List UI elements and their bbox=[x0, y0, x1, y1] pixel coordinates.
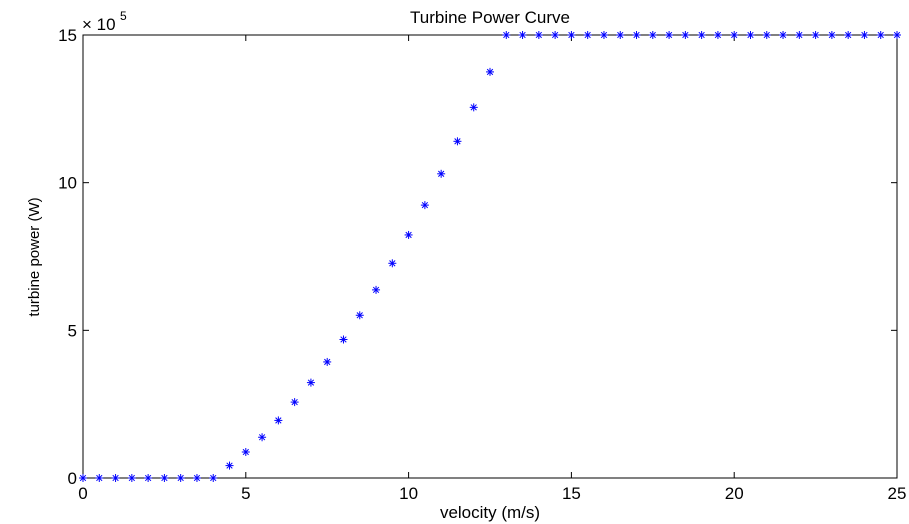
data-point bbox=[599, 31, 608, 39]
data-point bbox=[486, 67, 494, 76]
x-tick-label: 25 bbox=[888, 484, 907, 503]
plot-area bbox=[82, 34, 898, 479]
data-point bbox=[844, 31, 853, 39]
data-point bbox=[160, 474, 169, 482]
data-point bbox=[176, 474, 185, 482]
data-point bbox=[258, 433, 267, 442]
data-point bbox=[127, 474, 136, 482]
data-point bbox=[274, 416, 283, 425]
y-tick-label: 10 bbox=[58, 174, 77, 193]
data-point bbox=[534, 31, 543, 39]
data-point bbox=[355, 311, 364, 320]
data-point bbox=[746, 31, 755, 39]
x-tick-label: 15 bbox=[562, 484, 581, 503]
data-point bbox=[665, 31, 674, 39]
data-point bbox=[144, 474, 153, 482]
data-point bbox=[648, 31, 657, 39]
data-point bbox=[681, 31, 690, 39]
x-axis-ticks: 0 5 10 15 20 25 bbox=[78, 35, 906, 503]
data-point bbox=[762, 31, 771, 39]
data-point bbox=[551, 31, 560, 39]
x-tick-label: 5 bbox=[241, 484, 250, 503]
x-tick-label: 0 bbox=[78, 484, 87, 503]
data-point bbox=[404, 230, 413, 239]
data-point bbox=[697, 31, 706, 39]
data-point bbox=[209, 474, 218, 482]
y-tick-label: 15 bbox=[58, 26, 77, 45]
data-point bbox=[372, 285, 381, 294]
data-markers bbox=[79, 31, 901, 482]
data-point bbox=[306, 378, 315, 387]
data-point bbox=[453, 137, 462, 146]
x-tick-label: 10 bbox=[399, 484, 418, 503]
data-point bbox=[567, 31, 576, 39]
y-tick-label: 0 bbox=[68, 469, 77, 488]
chart-title: Turbine Power Curve bbox=[410, 8, 570, 27]
x-axis-title: velocity (m/s) bbox=[440, 503, 540, 522]
y-axis-ticks: 0 5 10 15 bbox=[58, 26, 897, 488]
data-point bbox=[502, 31, 511, 39]
y-tick-label: 5 bbox=[68, 321, 77, 340]
data-point bbox=[95, 474, 104, 482]
data-point bbox=[469, 103, 478, 112]
data-point bbox=[323, 357, 332, 366]
data-point bbox=[111, 474, 120, 482]
data-point bbox=[79, 474, 87, 482]
y-exponent-base: × 10 bbox=[82, 15, 116, 34]
data-point bbox=[518, 31, 527, 39]
data-point bbox=[827, 31, 836, 39]
data-point bbox=[388, 259, 397, 268]
data-point bbox=[339, 335, 348, 344]
data-point bbox=[290, 398, 299, 407]
data-point bbox=[860, 31, 869, 39]
data-point bbox=[241, 448, 250, 457]
data-point bbox=[713, 31, 722, 39]
data-point bbox=[779, 31, 788, 39]
data-point bbox=[876, 31, 885, 39]
data-point bbox=[616, 31, 625, 39]
data-point bbox=[225, 461, 234, 470]
data-point bbox=[192, 474, 201, 482]
data-point bbox=[893, 31, 901, 39]
data-point bbox=[420, 201, 429, 210]
data-point bbox=[583, 31, 592, 39]
y-exponent-power: 5 bbox=[120, 9, 127, 23]
data-point bbox=[437, 169, 446, 178]
y-axis-title: turbine power (W) bbox=[26, 197, 43, 316]
data-point bbox=[730, 31, 739, 39]
x-tick-label: 20 bbox=[725, 484, 744, 503]
data-point bbox=[632, 31, 641, 39]
data-point bbox=[795, 31, 804, 39]
data-point bbox=[811, 31, 820, 39]
